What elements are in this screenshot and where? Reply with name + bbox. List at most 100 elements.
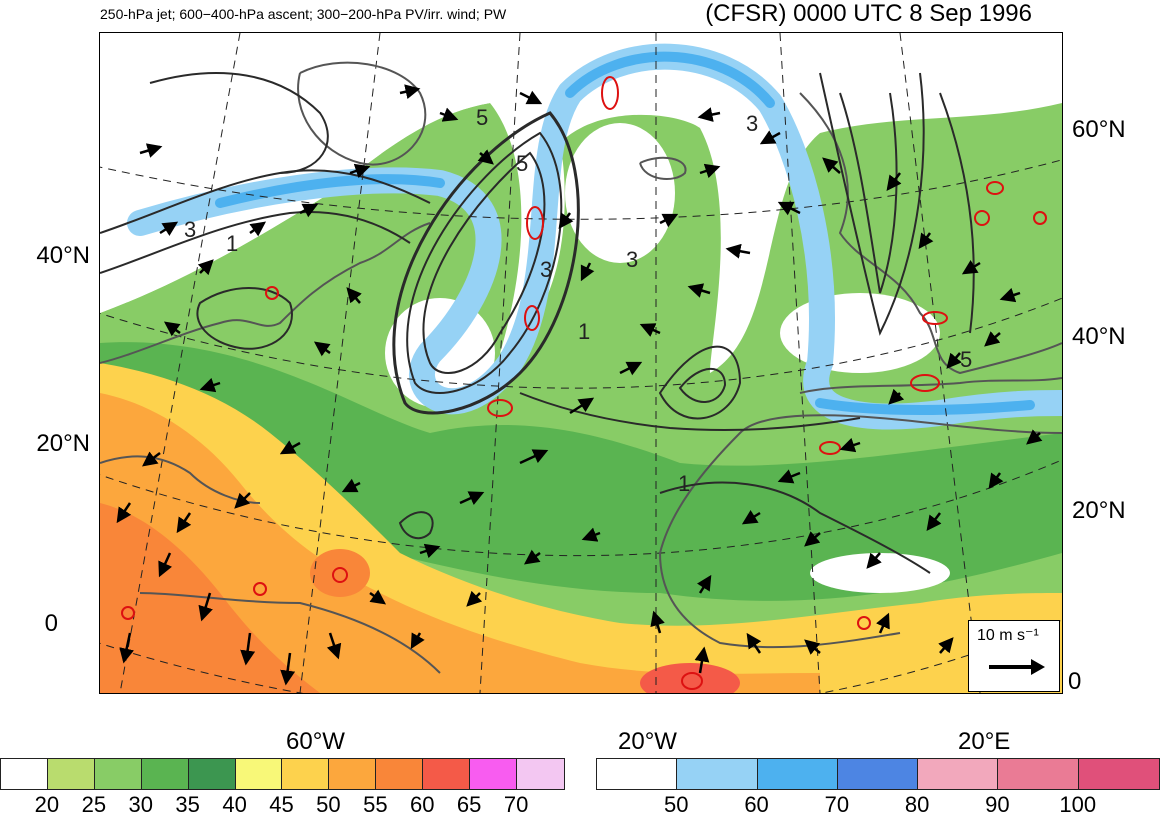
meridian-0 [779,33,821,693]
lat-label-left-40n: 40°N [36,242,90,269]
colorbar-tick-label: 90 [985,792,1010,817]
wind-vector-arrow [346,287,362,304]
lon-label-20w: 20°W [618,728,677,755]
pw-colorbar [0,758,565,790]
colorbar-swatch [1,759,48,789]
ascent-contour [121,606,135,620]
wind-vector-arrow [341,478,361,493]
ascent-contour [1033,211,1047,225]
pv-contour-trough-3 [392,111,580,415]
pw-orange-core [100,393,820,693]
coast-greenland [297,61,427,166]
wind-vector-arrow [999,287,1021,303]
wind-vector-arrow [349,163,371,179]
ascent-contour [524,305,540,331]
pv-contour-ridge-europe [839,92,898,294]
colorbar-swatch [1078,759,1159,789]
wind-vector-arrow [946,352,962,369]
pv-contours [100,72,975,574]
colorbar-tick-label: 50 [664,792,689,817]
wind-vector-arrow [984,331,1001,347]
wind-vector-arrow [886,172,902,191]
reference-vector-box: 10 m s⁻¹ [968,620,1060,692]
wind-vector-arrow [459,491,485,506]
coast-south-america [139,592,441,674]
wind-vector-arrow [299,203,319,218]
colorbar-tick-label: 30 [128,792,153,817]
colorbar-swatch [94,759,142,789]
coast-iceland [639,156,687,180]
wind-vector-arrow [804,639,821,655]
colorbar-swatch [918,759,999,789]
ascent-contour [922,311,948,325]
jet-streak-shading [127,43,1062,430]
wind-vector-arrow [198,592,213,622]
wind-vector-arrow [777,201,801,216]
map-title: (CFSR) 0000 UTC 8 Sep 1996 [705,0,1032,27]
wind-vector-arrow [694,646,710,674]
coast-europe [799,92,1062,375]
contour-label: 3 [540,257,552,282]
map-panel: 3 1 5 5 3 3 1 5 3 1 [99,32,1063,694]
colorbar-swatch [188,759,236,789]
wind-vector-arrow [419,543,441,559]
wind-vector-arrow [839,437,861,453]
wind-vector-arrow [777,469,801,484]
ascent-contour [265,286,279,300]
wind-vector-arrow [659,213,679,228]
wind-vector-arrow [918,232,934,250]
colorbar-swatch [677,759,758,789]
wind-vector-arrow [163,321,181,337]
wind-vector-arrow [249,221,267,237]
colorbar-tick-label: 20 [34,792,60,817]
meridian-40w [479,33,521,693]
wind-vector-arrow [961,260,981,275]
pv-contour-trough-2 [406,131,563,394]
wind-vector-arrow [142,451,161,467]
wind-vector-arrow [558,212,574,230]
wind-vector-arrow [926,512,942,531]
wind-vector-arrow [176,512,192,534]
colorbar-tick-label: 50 [316,792,341,817]
wind-vector-arrow [876,612,890,634]
lat-label-right-60n: 60°N [1072,116,1126,143]
contour-label: 5 [960,347,972,372]
pv-contour-greenland [149,72,329,174]
lat-label-right-40n: 40°N [1072,323,1126,350]
colorbar-tick-label: 55 [363,792,388,817]
precipitable-water-shading [100,33,1062,693]
pv-contour-cutoff [658,345,742,420]
pw-red-spot-atlantic [310,549,370,597]
parallel-0 [100,619,1062,693]
colorbar-swatch [998,759,1079,789]
wind-vector-arrow [581,527,601,542]
colorbar-swatch [837,759,919,789]
map-canvas: 3 1 5 5 3 3 1 5 3 1 [100,33,1062,693]
wind-vector-arrow [988,472,1004,490]
wind-vector-arrow [519,90,543,105]
wind-vector-arrow [639,323,661,337]
pw-dry-northwest [100,33,1062,313]
ascent-contour [526,206,544,240]
wind-vector-arrow [804,531,821,547]
reference-vector-canvas [989,659,1045,675]
contour-label: 3 [626,247,638,272]
wind-vector-arrow [116,502,132,524]
wind-vector-arrow [234,492,251,509]
contour-label: 5 [476,105,488,130]
colorbar-tick-label: 25 [81,792,107,817]
ascent-contour [253,582,267,596]
pv-contour-labels: 3 1 5 5 3 3 1 5 3 1 [184,105,972,496]
wind-vector-arrow [523,549,541,565]
wind-vector-arrow [313,341,331,357]
wind-vector-arrow [369,589,387,605]
contour-label: 1 [678,471,690,496]
lat-label-left-20n: 20°N [36,430,90,457]
colorbar-swatch [470,759,517,789]
ascent-contour [681,672,703,690]
pv-contour-subtropical [519,392,861,431]
wind-vector-arrow [888,388,905,405]
pw-dry-north-atlantic [565,123,675,263]
colorbar-swatch [282,759,330,789]
wind-vector-arrow [746,632,762,654]
